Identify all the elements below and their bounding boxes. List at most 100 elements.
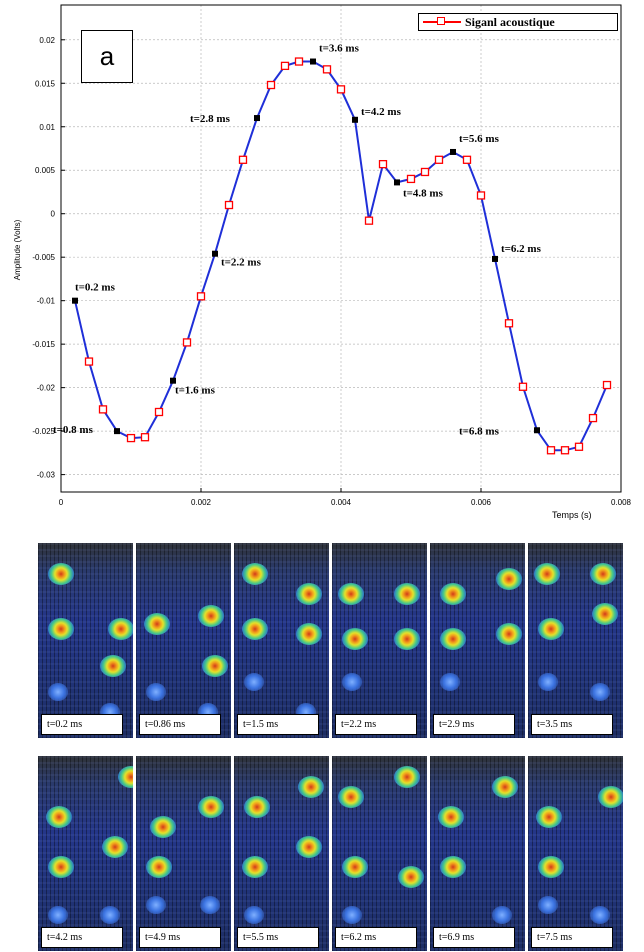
vortex-blob <box>496 623 522 645</box>
data-point-key <box>492 255 498 262</box>
x-tick-label: 0.002 <box>191 498 212 507</box>
vortex-blob <box>592 603 618 625</box>
annotation-label: t=0.2 ms <box>75 282 116 294</box>
vortex-blob <box>590 683 610 701</box>
vortex-blob <box>496 568 522 590</box>
data-point <box>406 174 416 184</box>
data-point-key <box>72 297 78 304</box>
vortex-blob <box>298 776 324 798</box>
frame-time-label: t=2.2 ms <box>335 714 417 735</box>
data-point <box>238 155 248 164</box>
vortex-blob <box>538 673 558 691</box>
y-tick-label: 0.01 <box>39 123 55 132</box>
velocity-field-frame: t=7.5 ms <box>528 756 623 951</box>
vortex-blob <box>394 628 420 650</box>
y-tick-label: -0.02 <box>37 384 56 393</box>
vortex-blob <box>296 623 322 645</box>
velocity-field-frame: t=5.5 ms <box>234 756 329 951</box>
vortex-blob <box>440 856 466 878</box>
x-tick-label: 0.004 <box>331 498 352 507</box>
frame-time-label: t=6.9 ms <box>433 927 515 948</box>
acoustic-signal-chart: 0.02 0.015 0.01 0.005 0 -0.005 -0.01 -0.015 -0.0… <box>13 4 632 520</box>
vortex-blob <box>202 655 228 677</box>
x-tick-label: 0.008 <box>611 498 632 507</box>
series-line <box>74 60 608 452</box>
velocity-field-frame: t=2.9 ms <box>430 543 525 738</box>
annotation-label: t=2.8 ms <box>190 113 231 125</box>
frame-time-label: t=3.5 ms <box>531 714 613 735</box>
x-ticks: 0 0.002 0.004 0.006 0.008 <box>59 488 632 507</box>
data-point-key <box>352 116 358 123</box>
velocity-field-frame: t=6.2 ms <box>332 756 427 951</box>
vortex-blob <box>46 806 72 828</box>
y-tick-label: -0.025 <box>32 427 55 436</box>
data-point <box>574 442 584 451</box>
data-point <box>560 446 570 455</box>
legend: Siganl acoustique <box>418 13 618 31</box>
y-tick-label: 0 <box>51 210 56 219</box>
velocity-field-frame: t=0.2 ms <box>38 543 133 738</box>
data-point <box>84 357 94 366</box>
data-point <box>476 191 486 200</box>
annotation-label: t=2.2 ms <box>221 257 262 269</box>
series-markers <box>72 57 612 455</box>
legend-label: Siganl acoustique <box>465 14 555 29</box>
vortex-blob <box>590 563 616 585</box>
panel-label: a <box>81 30 133 83</box>
vortex-blob <box>536 806 562 828</box>
frame-time-label: t=5.5 ms <box>237 927 319 948</box>
y-tick-label: -0.01 <box>37 297 56 306</box>
velocity-field-frame: t=1.5 ms <box>234 543 329 738</box>
vortex-blob <box>146 683 166 701</box>
vortex-blob <box>150 816 176 838</box>
y-tick-label: -0.015 <box>32 340 55 349</box>
data-point-key <box>212 250 218 257</box>
frame-time-label: t=4.9 ms <box>139 927 221 948</box>
annotation-label: t=1.6 ms <box>175 385 216 397</box>
data-point <box>602 380 612 390</box>
data-point <box>434 155 444 164</box>
x-tick-label: 0 <box>59 498 64 507</box>
vortex-blob <box>244 673 264 691</box>
data-point <box>322 65 332 74</box>
vortex-blob <box>440 673 460 691</box>
data-point <box>126 433 136 443</box>
vortex-blob <box>48 618 74 640</box>
vortex-blob <box>534 563 560 585</box>
velocity-field-frame: t=4.9 ms <box>136 756 231 951</box>
data-point <box>140 433 150 442</box>
vortex-blob <box>440 583 466 605</box>
data-point <box>154 407 164 417</box>
vortex-blob <box>198 605 224 627</box>
vortex-blob <box>200 896 220 914</box>
x-tick-label: 0.006 <box>471 498 492 507</box>
annotation-label: t=4.8 ms <box>403 187 444 199</box>
vortex-blob <box>244 906 264 924</box>
frame-time-label: t=1.5 ms <box>237 714 319 735</box>
frame-time-label: t=4.2 ms <box>41 927 123 948</box>
data-point <box>378 159 388 169</box>
frame-time-label: t=0.86 ms <box>139 714 221 735</box>
vortex-blob <box>394 583 420 605</box>
data-point <box>546 446 556 455</box>
data-point-key <box>394 179 400 186</box>
data-point <box>336 85 346 94</box>
vortex-blob <box>48 906 68 924</box>
data-point <box>280 61 290 71</box>
vortex-blob <box>242 618 268 640</box>
vortex-blob <box>146 896 166 914</box>
data-point-key <box>450 148 456 155</box>
data-point-key <box>310 58 316 65</box>
vortex-blob <box>398 866 424 888</box>
vortex-blob <box>598 786 623 808</box>
frame-time-label: t=0.2 ms <box>41 714 123 735</box>
vortex-blob <box>338 786 364 808</box>
data-point <box>420 167 430 177</box>
y-axis-label: Amplitude (Volts) <box>13 219 22 280</box>
data-point <box>462 155 472 164</box>
data-point <box>266 80 276 90</box>
vortex-blob <box>440 628 466 650</box>
annotation-label: t=4.2 ms <box>361 106 402 118</box>
vortex-blob <box>296 836 322 858</box>
vortex-blob <box>342 628 368 650</box>
